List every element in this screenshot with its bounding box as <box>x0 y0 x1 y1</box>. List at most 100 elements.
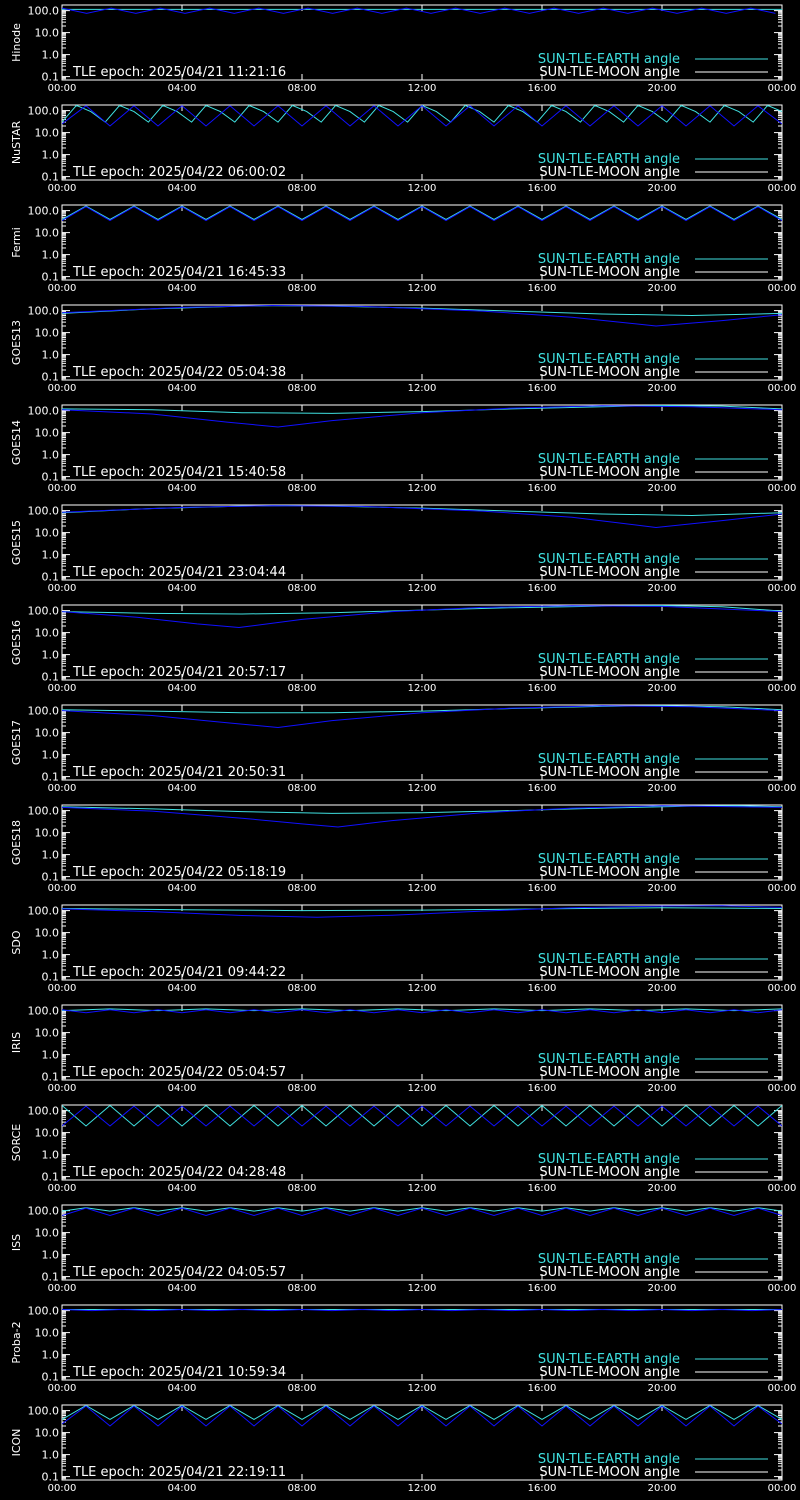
tle-epoch-value: 2025/04/22 05:18:19 <box>149 865 286 880</box>
x-tick-label: 00:00 <box>48 383 77 394</box>
legend-earth-label: SUN-TLE-EARTH angle <box>538 1452 680 1467</box>
x-tick-label: 04:00 <box>168 1183 197 1194</box>
panel-goes17: 100.010.01.00.100:00 04:00 08:00 12:00 16:00… <box>10 704 796 794</box>
y-tick-label: 10.0 <box>35 527 60 540</box>
x-tick-label: 12:00 <box>408 583 437 594</box>
x-tick-label: 20:00 <box>648 1183 677 1194</box>
x-tick-label: 20:00 <box>648 483 677 494</box>
legend-earth-label: SUN-TLE-EARTH angle <box>538 352 680 367</box>
y-tick-label: 0.1 <box>42 171 60 184</box>
y-tick-label: 10.0 <box>35 827 60 840</box>
x-tick-label: 08:00 <box>288 483 317 494</box>
series-line-sun-moon <box>62 105 782 127</box>
x-tick-label: 00:00 <box>768 383 797 394</box>
x-tick-label: 00:00 <box>768 83 797 94</box>
y-tick-label: 1.0 <box>42 1249 60 1262</box>
y-tick-label: 10.0 <box>35 427 60 440</box>
legend-earth-label: SUN-TLE-EARTH angle <box>538 852 680 867</box>
x-tick-label: 16:00 <box>528 1283 557 1294</box>
tle-epoch-value: 2025/04/22 05:04:57 <box>149 1065 286 1080</box>
tle-epoch-text: TLE epoch: 2025/04/21 20:50:31 <box>72 765 286 780</box>
panel-sorce: 100.010.01.00.100:00 04:00 08:00 12:00 16:00… <box>10 1104 797 1194</box>
tle-epoch-text: TLE epoch: 2025/04/21 16:45:33 <box>72 265 286 280</box>
tle-epoch-text: TLE epoch: 2025/04/21 11:21:16 <box>72 65 286 80</box>
tle-epoch-text: TLE epoch: 2025/04/22 06:00:02 <box>72 165 286 180</box>
series-line-sun-moon <box>62 905 782 918</box>
x-tick-label: 04:00 <box>168 1283 197 1294</box>
tle-epoch-text: TLE epoch: 2025/04/21 23:04:44 <box>72 565 286 580</box>
x-tick-label: 00:00 <box>768 1283 797 1294</box>
y-tick-label: 0.1 <box>42 271 60 284</box>
y-tick-label: 10.0 <box>35 1427 60 1440</box>
x-tick-label: 08:00 <box>288 383 317 394</box>
series-line-sun-moon <box>62 1009 782 1014</box>
x-tick-label: 12:00 <box>408 1483 437 1494</box>
series-line-sun-moon <box>62 1105 782 1127</box>
x-tick-label: 20:00 <box>648 883 677 894</box>
y-tick-label: 1.0 <box>42 249 60 262</box>
y-tick-label: 10.0 <box>35 327 60 340</box>
x-tick-label: 00:00 <box>768 583 797 594</box>
x-tick-label: 12:00 <box>408 483 437 494</box>
y-tick-label: 100.0 <box>28 905 60 918</box>
x-tick-label: 00:00 <box>768 1183 797 1194</box>
series-line-sun-moon <box>62 1308 782 1312</box>
x-tick-label: 20:00 <box>648 183 677 194</box>
legend-moon-label: SUN-TLE-MOON angle <box>539 1165 680 1180</box>
y-tick-label: 100.0 <box>28 305 60 318</box>
x-tick-label: 00:00 <box>48 1383 77 1394</box>
tle-epoch-value: 2025/04/21 16:45:33 <box>149 265 286 280</box>
x-tick-label: 08:00 <box>288 1383 317 1394</box>
satellite-label: GOES13 <box>10 320 23 365</box>
x-tick-label: 08:00 <box>288 1083 317 1094</box>
y-tick-label: 1.0 <box>42 349 60 362</box>
legend-earth-label: SUN-TLE-EARTH angle <box>538 1352 680 1367</box>
tle-epoch-value: 2025/04/22 04:05:57 <box>149 1265 286 1280</box>
tle-epoch-prefix: TLE epoch: <box>72 865 149 880</box>
x-tick-label: 16:00 <box>528 1183 557 1194</box>
x-tick-label: 08:00 <box>288 1483 317 1494</box>
x-tick-label: 00:00 <box>768 883 797 894</box>
tle-epoch-value: 2025/04/21 10:59:34 <box>149 1365 286 1380</box>
x-tick-label: 04:00 <box>168 183 197 194</box>
y-tick-label: 0.1 <box>42 1071 60 1084</box>
x-tick-label: 16:00 <box>528 1383 557 1394</box>
legend-moon-label: SUN-TLE-MOON angle <box>539 1465 680 1480</box>
series-line-sun-moon <box>62 505 782 529</box>
x-tick-label: 08:00 <box>288 883 317 894</box>
x-tick-label: 04:00 <box>168 483 197 494</box>
x-tick-label: 16:00 <box>528 783 557 794</box>
x-tick-label: 16:00 <box>528 83 557 94</box>
series-line-sun-moon <box>62 305 782 327</box>
legend-earth-label: SUN-TLE-EARTH angle <box>538 952 680 967</box>
x-tick-label: 04:00 <box>168 783 197 794</box>
tle-epoch-value: 2025/04/21 09:44:22 <box>149 965 286 980</box>
tle-epoch-value: 2025/04/21 20:50:31 <box>149 765 286 780</box>
x-tick-label: 16:00 <box>528 383 557 394</box>
y-tick-label: 10.0 <box>35 1227 60 1240</box>
legend-moon-label: SUN-TLE-MOON angle <box>539 565 680 580</box>
series-line-sun-moon <box>62 605 782 629</box>
x-tick-label: 20:00 <box>648 1083 677 1094</box>
tle-epoch-prefix: TLE epoch: <box>72 1465 149 1480</box>
x-tick-label: 16:00 <box>528 283 557 294</box>
x-tick-label: 00:00 <box>768 1083 797 1094</box>
x-tick-label: 12:00 <box>408 1283 437 1294</box>
panel-icon: 100.010.01.00.100:00 04:00 08:00 12:00 16:00… <box>10 1404 796 1494</box>
tle-epoch-prefix: TLE epoch: <box>72 165 149 180</box>
x-tick-label: 12:00 <box>408 1083 437 1094</box>
satellite-label: GOES17 <box>10 720 23 765</box>
y-tick-label: 10.0 <box>35 1027 60 1040</box>
satellite-label: GOES18 <box>10 820 23 865</box>
series-line-sun-moon <box>62 206 782 222</box>
satellite-label: NuSTAR <box>10 121 23 165</box>
x-tick-label: 04:00 <box>168 1083 197 1094</box>
x-tick-label: 12:00 <box>408 83 437 94</box>
satellite-label: Fermi <box>10 227 23 258</box>
tle-epoch-value: 2025/04/21 15:40:58 <box>149 465 286 480</box>
x-tick-label: 00:00 <box>768 483 797 494</box>
panel-goes15: 100.010.01.00.100:00 04:00 08:00 12:00 16:00… <box>10 504 797 594</box>
y-tick-label: 1.0 <box>42 149 60 162</box>
tle-epoch-prefix: TLE epoch: <box>72 265 149 280</box>
